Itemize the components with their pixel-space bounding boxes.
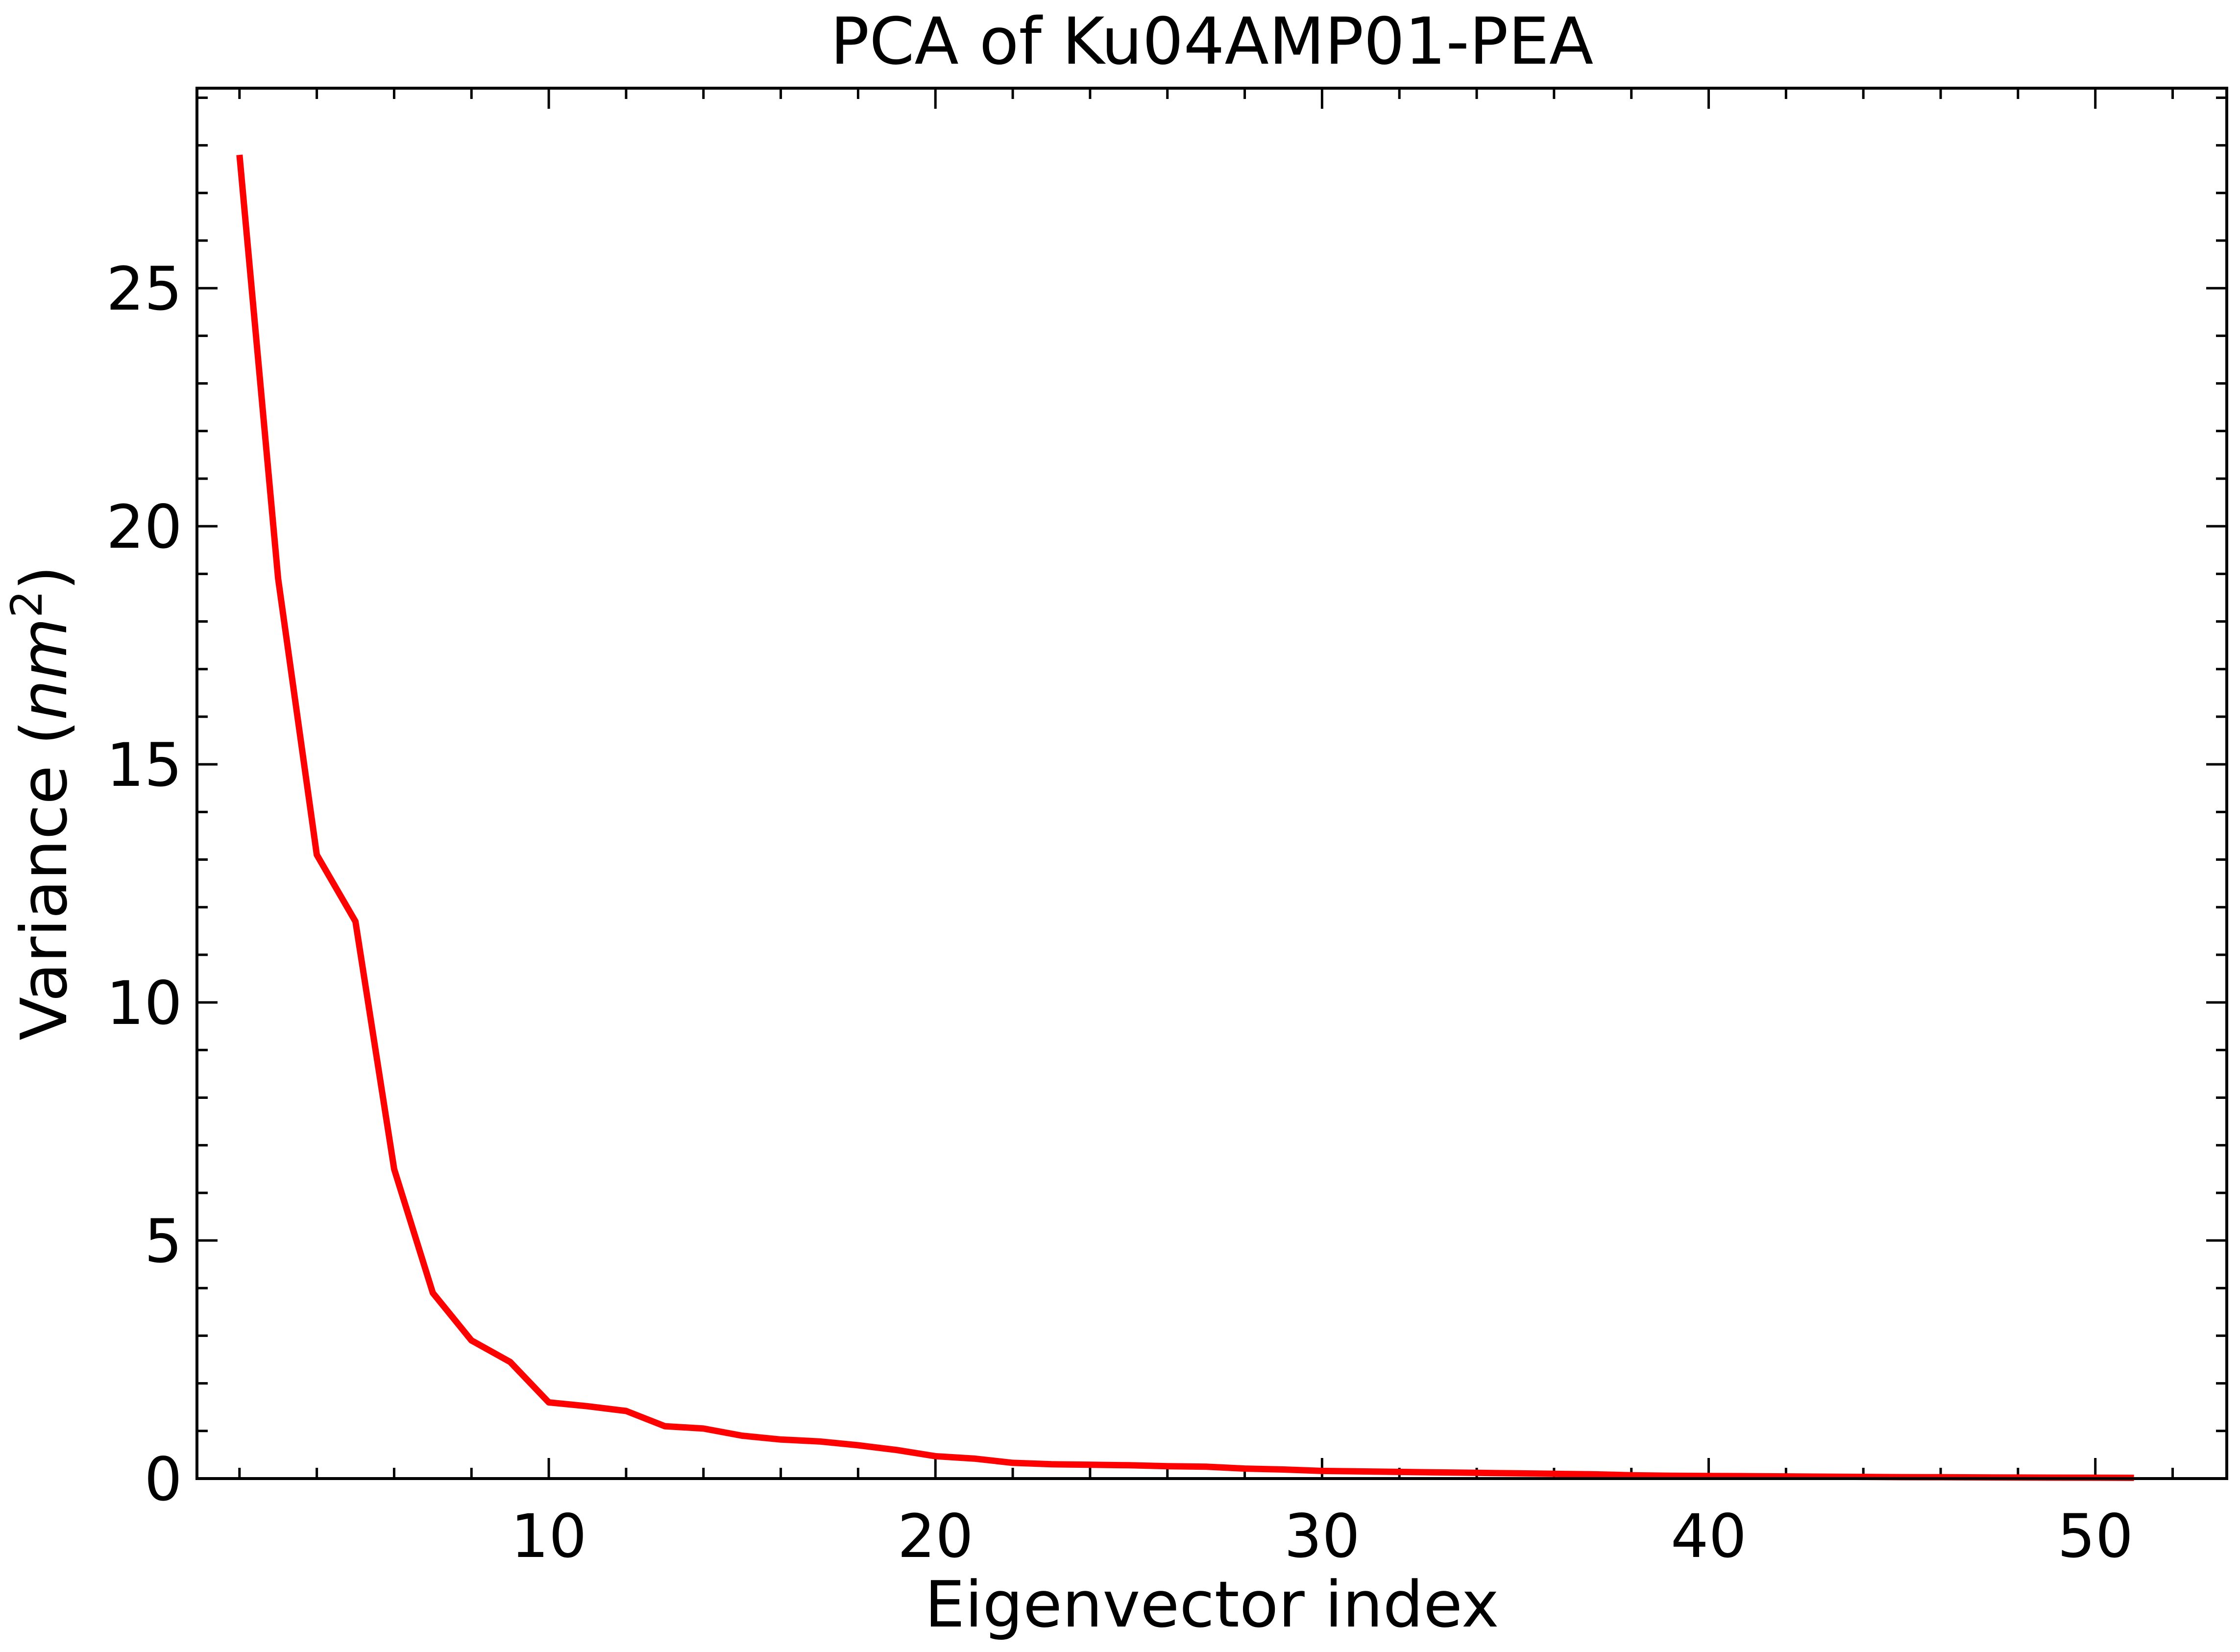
- series-line: [236, 154, 2134, 1481]
- plot-frame: [195, 87, 2228, 1480]
- y-axis-label-unit: nm: [7, 618, 81, 720]
- y-tick-label: 15: [106, 730, 182, 800]
- y-tick-label: 0: [144, 1445, 182, 1514]
- y-axis-label: Variance (nm2): [1, 565, 81, 1040]
- y-tick-label: 20: [106, 492, 182, 562]
- y-axis-label-superscript: 2: [1, 590, 52, 618]
- y-tick-label: 5: [144, 1207, 182, 1276]
- x-tick-label: 30: [1284, 1502, 1360, 1571]
- tick-labels: 10 20 30 40 50 0 5 10 15 20 25: [106, 254, 2134, 1571]
- y-axis-label-prefix: Variance (: [7, 720, 81, 1041]
- y-tick-label: 25: [106, 254, 182, 324]
- x-tick-label: 40: [1671, 1502, 1747, 1571]
- y-axis-label-suffix: ): [7, 565, 81, 590]
- series-layer: [236, 154, 2134, 1481]
- x-axis-label: Eigenvector index: [925, 1567, 1499, 1642]
- x-tick-label: 20: [898, 1502, 974, 1571]
- y-tick-label: 10: [106, 969, 182, 1038]
- x-tick-label: 10: [511, 1502, 586, 1571]
- chart-title: PCA of Ku04AMP01-PEA: [830, 4, 1594, 79]
- x-tick-label: 50: [2057, 1502, 2133, 1571]
